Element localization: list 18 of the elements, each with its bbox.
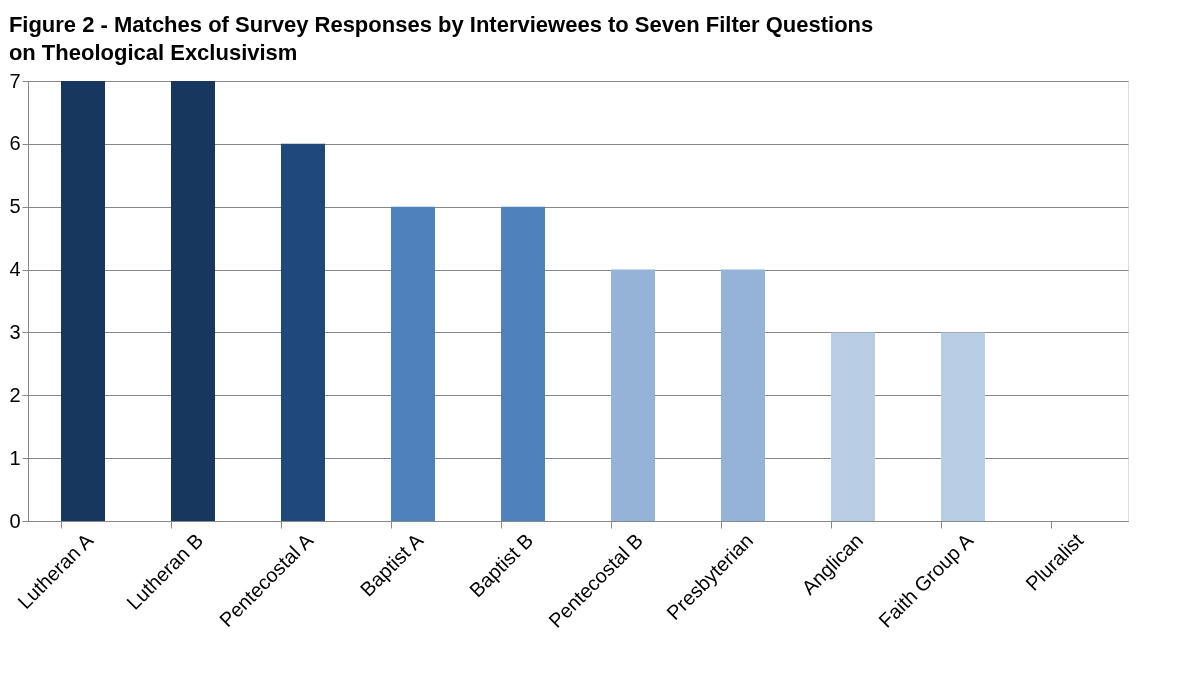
y-tick-label: 7 (9, 69, 21, 92)
bar (391, 206, 435, 521)
y-tick-label: 2 (9, 383, 21, 406)
y-tick-label: 4 (9, 258, 21, 281)
bar (501, 206, 545, 521)
bar (611, 269, 655, 521)
bar (721, 269, 765, 521)
bar (171, 81, 215, 521)
y-tick-label: 0 (9, 509, 21, 532)
bar (61, 81, 105, 521)
chart-title: Figure 2 - Matches of Survey Responses by Interviewees to Seven Filter Questions on Theological Exclusivism (8, 12, 874, 65)
y-tick-label: 6 (9, 132, 21, 155)
y-tick-label: 5 (9, 195, 21, 218)
y-tick-label: 3 (9, 320, 21, 343)
bar (831, 332, 875, 521)
bar (941, 332, 985, 521)
bar (281, 143, 325, 521)
y-tick-label: 1 (9, 446, 21, 469)
